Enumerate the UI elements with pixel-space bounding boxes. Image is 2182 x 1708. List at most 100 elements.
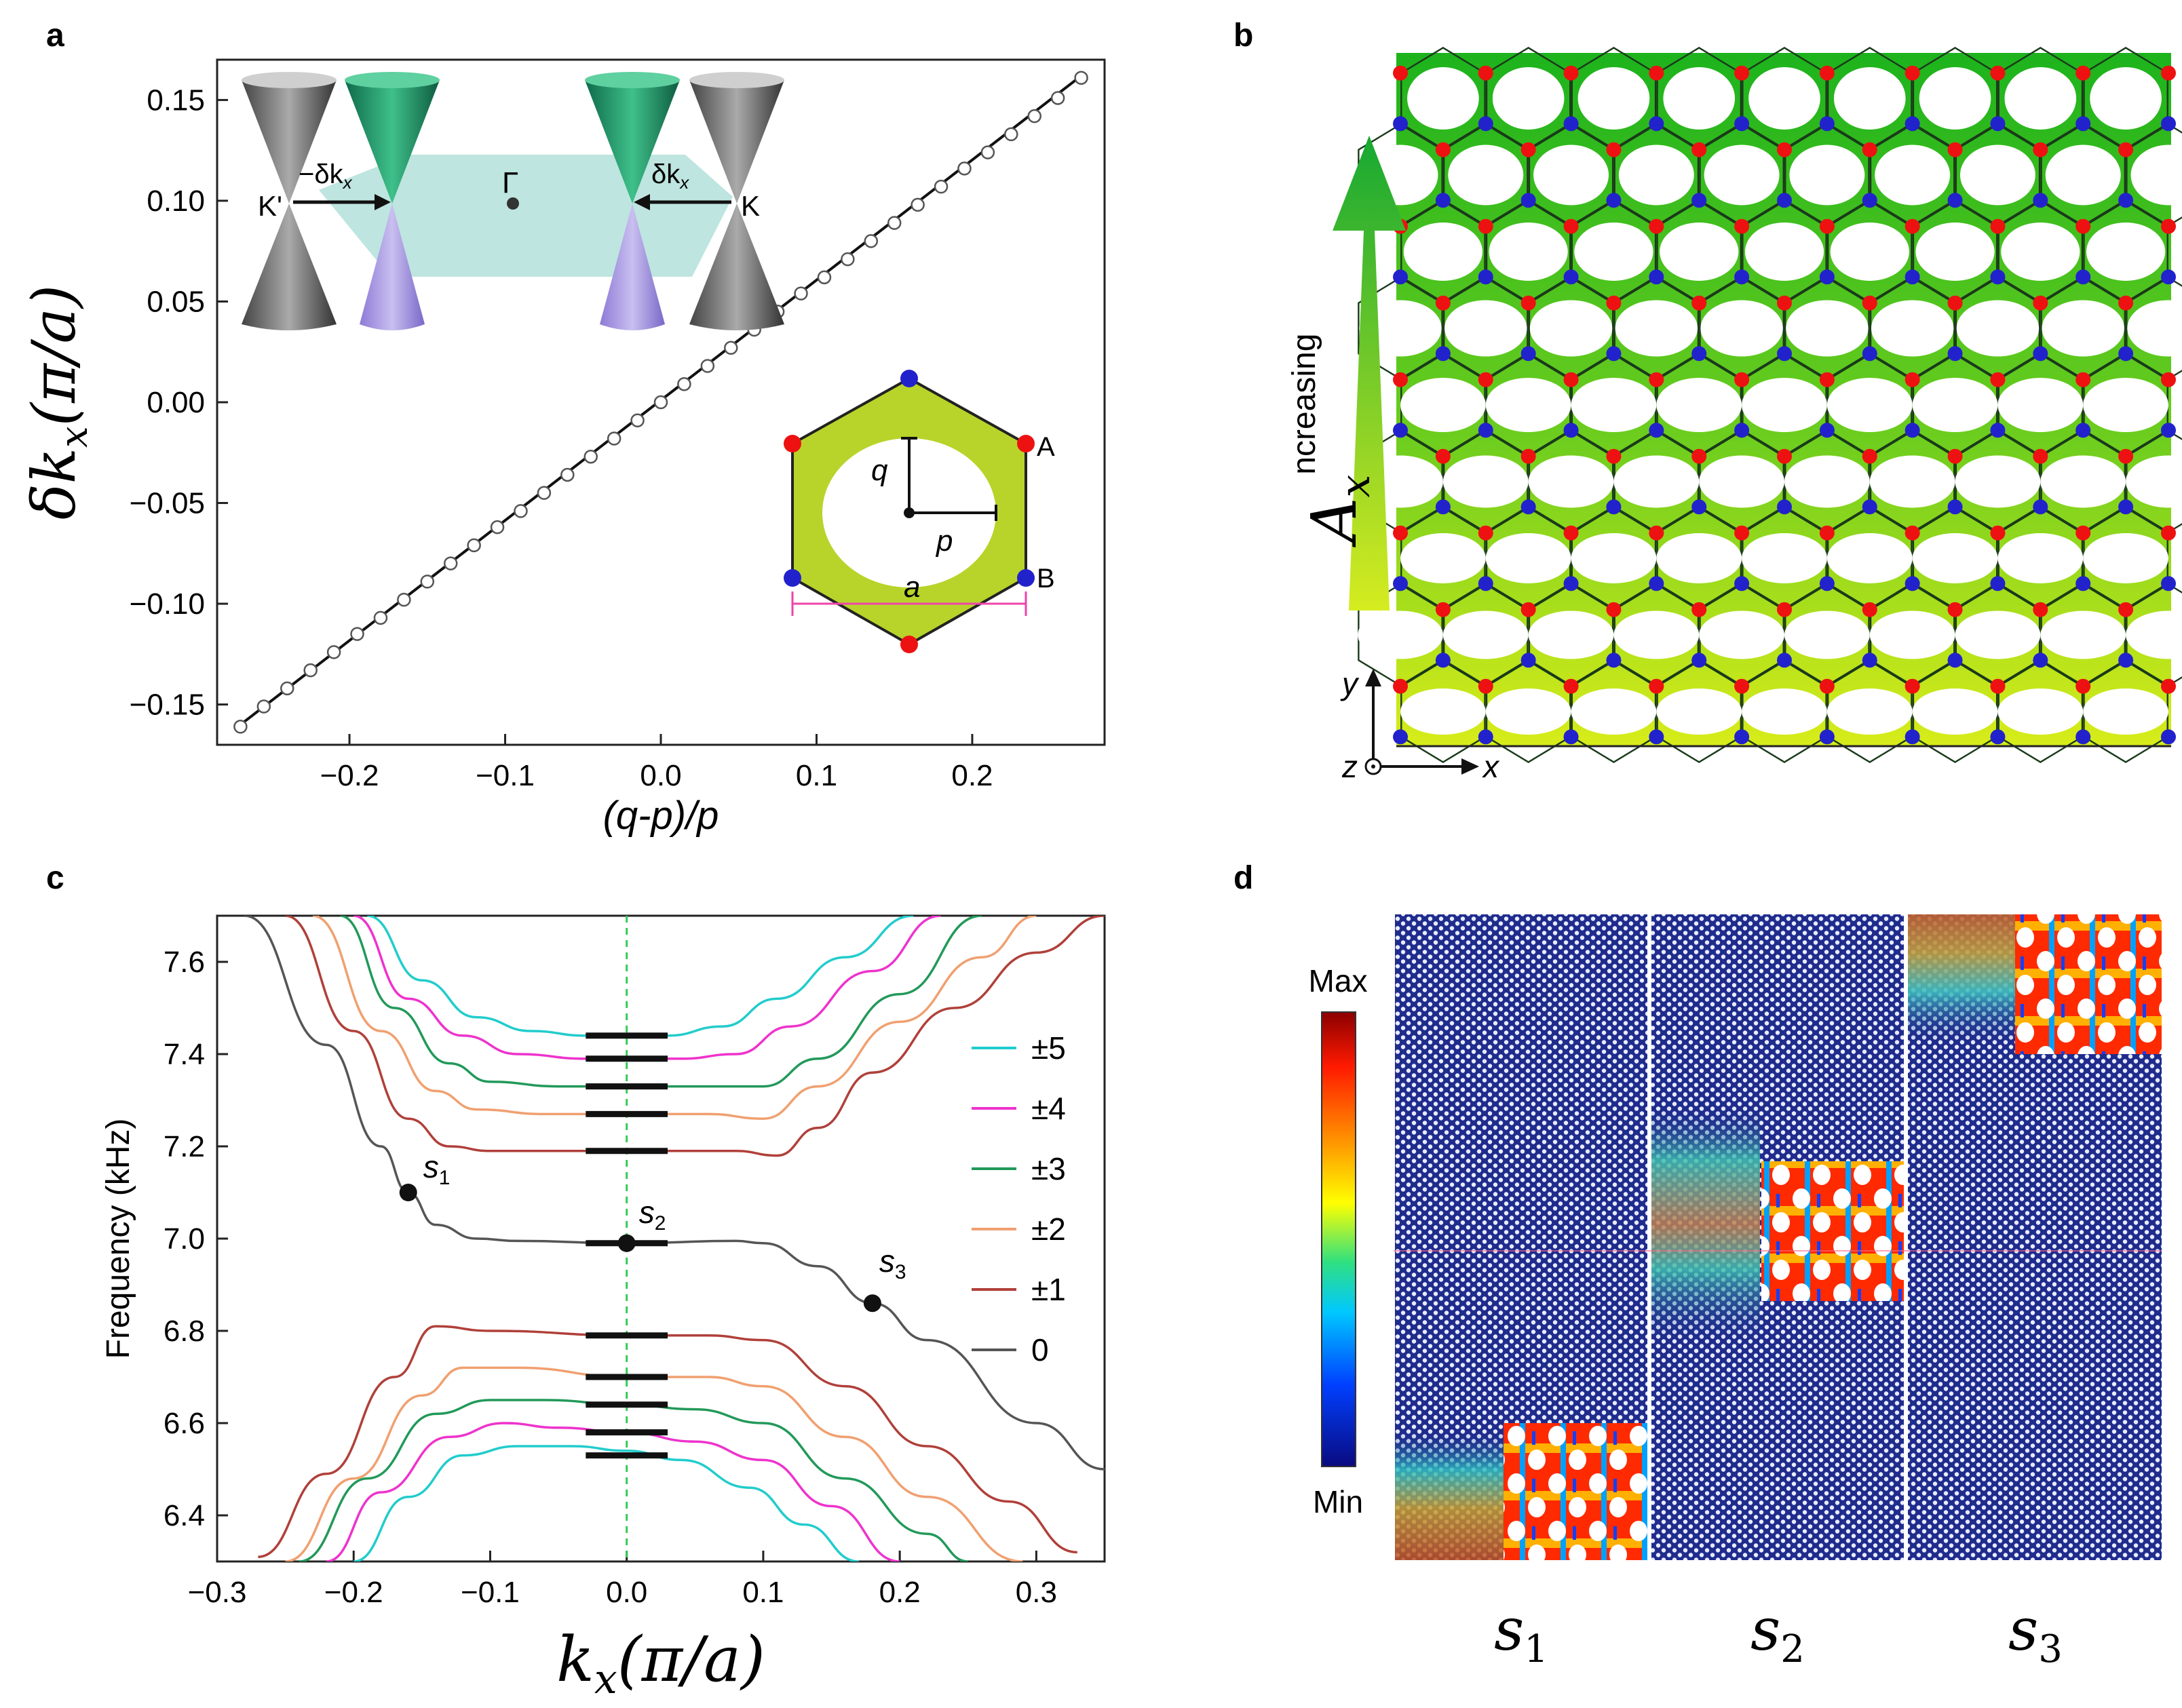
lattice-hole	[1956, 300, 2040, 357]
lattice-node-a	[2161, 372, 2176, 387]
lattice-hole	[1571, 533, 1657, 583]
lattice-node-a	[1478, 218, 1493, 234]
lattice-node-b	[1862, 193, 1877, 208]
lattice-node-a	[1606, 295, 1622, 311]
lattice-hole	[1574, 222, 1653, 281]
axis-x-label: x	[1482, 749, 1500, 784]
lattice-hole	[2130, 144, 2182, 206]
lattice-hole	[1528, 455, 1614, 508]
lattice-hole	[2090, 67, 2162, 130]
lattice-hole	[1444, 300, 1527, 357]
lattice-hole	[1571, 688, 1657, 735]
lattice-hole	[1489, 222, 1568, 281]
lattice-node-b	[2161, 576, 2176, 591]
lattice-node-a	[1862, 602, 1877, 617]
ax-label: Axncreasing	[1286, 334, 1379, 548]
lattice-node-b	[2118, 653, 2134, 668]
lattice-node-b	[1990, 116, 2006, 132]
lattice-node-a	[1563, 65, 1579, 81]
lattice-hole	[1915, 222, 1995, 281]
a-xtick-label: −0.1	[476, 759, 535, 792]
lattice-node-b	[1819, 576, 1835, 591]
lattice-node-a	[1990, 678, 2006, 694]
cone-k-grey	[689, 72, 784, 330]
a-data-point	[1004, 127, 1018, 142]
lattice-node-b	[2075, 116, 2091, 132]
lattice-node-b	[1777, 499, 1792, 515]
c-ytick-label: 6.6	[164, 1407, 205, 1440]
lattice-hole	[1656, 378, 1742, 432]
lattice-node-b	[1649, 116, 1664, 132]
arrow-dk-head	[634, 194, 650, 210]
lattice-hole	[1359, 300, 1442, 357]
c-series-line-0	[244, 916, 1105, 1471]
lattice-node-b	[1606, 499, 1622, 515]
c-legend-label: ±3	[1031, 1151, 1066, 1186]
c-series-line-+5	[367, 916, 914, 1037]
lattice-hole	[1789, 144, 1865, 206]
lattice-node-a	[1819, 525, 1835, 541]
lattice-node-b	[1905, 423, 1920, 438]
lattice-node-a	[1862, 448, 1877, 464]
lattice-node-b	[1905, 269, 1920, 285]
c-series-line--4	[326, 1422, 900, 1561]
c-point-label-s3: s3	[879, 1243, 906, 1283]
a-data-point	[514, 504, 528, 518]
a-ytick-label: −0.10	[130, 587, 205, 621]
lattice-hole	[1358, 610, 1443, 659]
a-data-point	[1027, 109, 1041, 123]
lattice-node-b	[1393, 576, 1408, 591]
c-series-line-+1	[285, 916, 1105, 1157]
lattice-node-a	[1520, 295, 1536, 311]
ax-increasing-arrow	[1333, 136, 1406, 610]
lattice-node-a	[2033, 142, 2048, 157]
colorbar	[1321, 1011, 1356, 1467]
lattice-node-b	[1990, 423, 2006, 438]
c-series-line--1	[258, 1325, 1077, 1558]
lattice-hole	[1403, 222, 1482, 281]
lattice-node-a	[1777, 448, 1792, 464]
lattice-hole	[1871, 300, 1954, 357]
a-data-point	[653, 395, 668, 410]
lattice-node-a	[2161, 525, 2176, 541]
a-data-point	[934, 179, 949, 194]
c-lines	[244, 916, 1105, 1561]
lattice-node-a	[1905, 678, 1920, 694]
lattice-hole	[1656, 533, 1742, 583]
label-s1: s1	[1494, 1596, 1548, 1671]
lattice-node-b	[1520, 346, 1536, 362]
lattice-node-a	[1990, 65, 2006, 81]
axis-z-label: z	[1341, 749, 1358, 784]
cone-green-left	[345, 72, 440, 330]
lattice-node-b	[1393, 269, 1408, 285]
lattice-node-a	[1691, 142, 1707, 157]
lattice-node-a	[1905, 218, 1920, 234]
lattice-node-a	[1819, 678, 1835, 694]
a-data-point	[397, 592, 411, 607]
lattice-node-a	[2161, 678, 2176, 694]
lattice-hole	[1448, 144, 1524, 206]
B-label: B	[1037, 564, 1055, 594]
panel-label-d: d	[1233, 860, 1253, 896]
s1-zoom-inset	[1504, 1423, 1647, 1560]
lattice-node-a	[1905, 372, 1920, 387]
lattice-node-b	[1649, 729, 1664, 745]
panel-a-ylabel: δkx(π/a)	[19, 285, 96, 520]
c-point-label-s2: s2	[639, 1195, 666, 1235]
panel-c-ylabel: Frequency (kHz)	[100, 1119, 136, 1359]
lattice-node-b	[1691, 193, 1707, 208]
panel-c-xlabel: kx(π/a)	[556, 1623, 765, 1703]
lattice-hole	[1826, 688, 1913, 735]
panel-a: −0.2 −0.1 0.0 0.1 0.2 −0.15 −0.10 −0.05 0.00 0.05…	[19, 58, 1106, 838]
a-data-point	[911, 197, 925, 212]
lattice-node-b	[1478, 116, 1493, 132]
lattice-node-b	[1691, 499, 1707, 515]
lattice-node-b	[1947, 653, 1963, 668]
lattice-node-b	[1777, 346, 1792, 362]
lattice-node-a	[1606, 448, 1622, 464]
lattice-node-a	[1435, 142, 1451, 157]
a-data-point	[583, 449, 598, 464]
lattice-node-a	[1520, 142, 1536, 157]
dk-label: δkx	[651, 159, 689, 193]
